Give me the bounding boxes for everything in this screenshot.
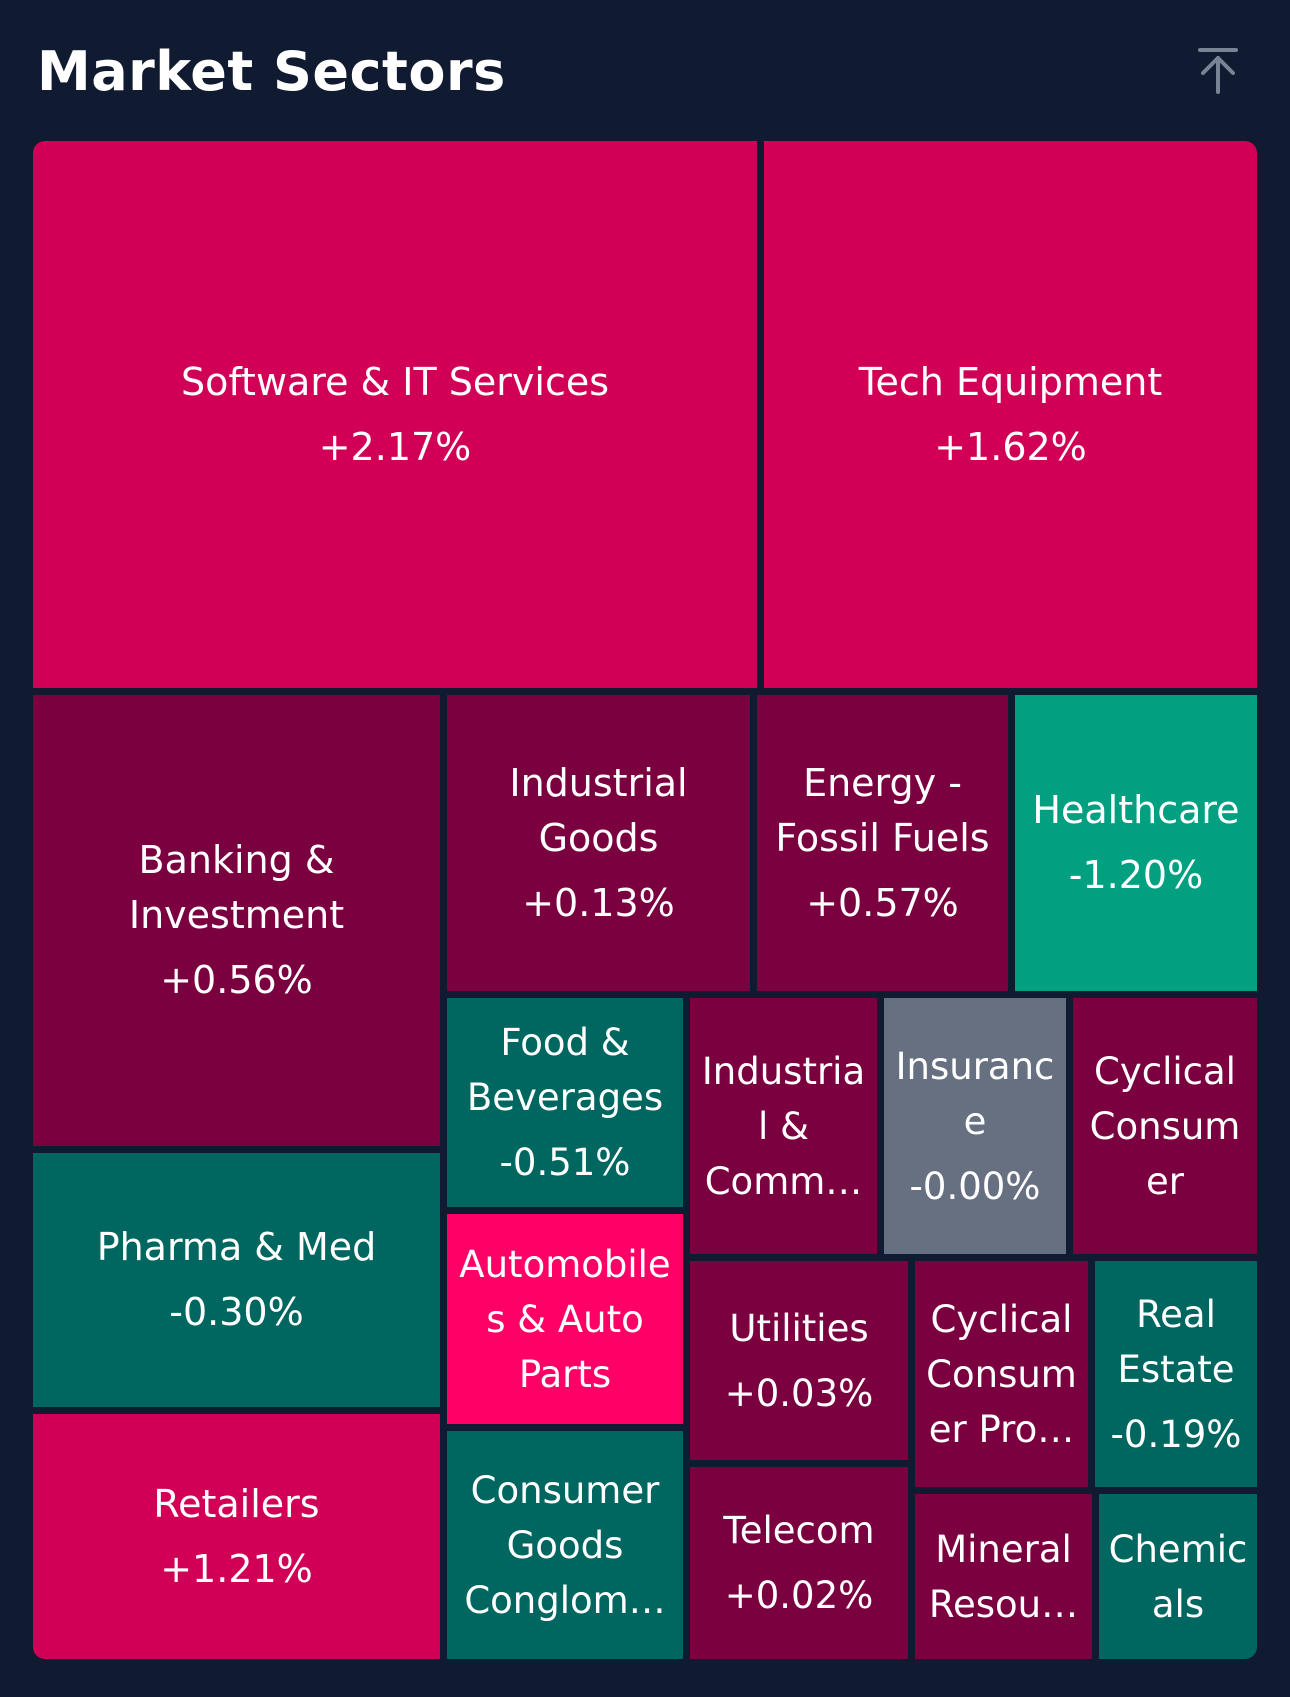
tile-insurance[interactable]: Insuranc e -0.00% bbox=[884, 998, 1066, 1254]
tile-software[interactable]: Software & IT Services +2.17% bbox=[33, 141, 757, 688]
tile-food[interactable]: Food & Beverages -0.51% bbox=[447, 998, 683, 1207]
tile-change: -0.00% bbox=[909, 1164, 1041, 1208]
tile-industrial-comm[interactable]: Industria l & Comm… bbox=[690, 998, 877, 1254]
tile-change: +0.56% bbox=[160, 958, 313, 1002]
tile-chemicals[interactable]: Chemic als bbox=[1099, 1494, 1257, 1659]
tile-energy[interactable]: Energy - Fossil Fuels +0.57% bbox=[757, 695, 1008, 991]
tile-telecom[interactable]: Telecom +0.02% bbox=[690, 1467, 908, 1659]
tile-name: Energy - Fossil Fuels bbox=[775, 760, 990, 860]
tile-name: Food & Beverages bbox=[466, 1021, 664, 1119]
tile-change: +0.57% bbox=[806, 880, 959, 925]
tile-pharma[interactable]: Pharma & Med -0.30% bbox=[33, 1153, 440, 1407]
header: Market Sectors bbox=[0, 0, 1290, 140]
tile-consumer-goods[interactable]: Consumer Goods Conglom… bbox=[447, 1431, 683, 1659]
tile-name: Industrial Goods bbox=[509, 760, 688, 860]
tile-name: Telecom bbox=[723, 1509, 875, 1552]
tile-name: Pharma & Med bbox=[96, 1225, 377, 1269]
tile-real-estate[interactable]: Real Estate -0.19% bbox=[1095, 1261, 1257, 1487]
tile-change: -0.51% bbox=[499, 1141, 631, 1184]
tile-name: Industria l & Comm… bbox=[701, 1049, 866, 1203]
tile-cyclical-consumer-pro[interactable]: Cyclical Consum er Pro… bbox=[915, 1261, 1088, 1487]
tile-change: -0.30% bbox=[169, 1290, 304, 1334]
tile-change: +1.21% bbox=[160, 1546, 313, 1591]
tile-name: Consumer Goods Conglom… bbox=[464, 1468, 666, 1622]
tile-name: Real Estate bbox=[1117, 1292, 1235, 1391]
tile-name: Cyclical Consum er bbox=[1089, 1049, 1241, 1203]
tile-change: +1.62% bbox=[934, 424, 1087, 469]
tile-change: -0.19% bbox=[1110, 1412, 1242, 1456]
tile-change: +2.17% bbox=[318, 424, 472, 469]
collapse-button[interactable] bbox=[1190, 42, 1246, 98]
tile-name: Tech Equipment bbox=[858, 359, 1163, 404]
tile-utilities[interactable]: Utilities +0.03% bbox=[690, 1261, 908, 1460]
tile-change: -1.20% bbox=[1068, 853, 1204, 897]
tile-name: Chemic als bbox=[1108, 1527, 1248, 1626]
tile-name: Automobile s & Auto Parts bbox=[459, 1242, 671, 1396]
arrow-up-to-line-icon bbox=[1198, 48, 1238, 94]
tile-cyclical-consumer[interactable]: Cyclical Consum er bbox=[1073, 998, 1257, 1254]
tile-name: Cyclical Consum er Pro… bbox=[926, 1297, 1077, 1451]
tile-name: Utilities bbox=[729, 1306, 869, 1350]
tile-healthcare[interactable]: Healthcare -1.20% bbox=[1015, 695, 1257, 991]
tile-mineral[interactable]: Mineral Resou… bbox=[915, 1494, 1092, 1659]
tile-automobiles[interactable]: Automobile s & Auto Parts bbox=[447, 1214, 683, 1424]
page-title: Market Sectors bbox=[37, 40, 506, 103]
tile-name: Insuranc e bbox=[895, 1044, 1055, 1143]
tile-name: Healthcare bbox=[1032, 788, 1240, 832]
sector-treemap: Software & IT Services +2.17% Tech Equip… bbox=[33, 141, 1257, 1659]
tile-banking[interactable]: Banking & Investment +0.56% bbox=[33, 695, 440, 1146]
tile-change: +0.02% bbox=[724, 1574, 874, 1617]
tile-name: Mineral Resou… bbox=[928, 1527, 1079, 1626]
tile-name: Retailers bbox=[153, 1481, 320, 1526]
tile-industrial-goods[interactable]: Industrial Goods +0.13% bbox=[447, 695, 750, 991]
tile-retailers[interactable]: Retailers +1.21% bbox=[33, 1414, 440, 1659]
tile-change: +0.03% bbox=[724, 1371, 874, 1415]
tile-name: Software & IT Services bbox=[180, 359, 610, 404]
tile-name: Banking & Investment bbox=[128, 838, 345, 937]
tile-change: +0.13% bbox=[522, 880, 675, 925]
tile-tech-equipment[interactable]: Tech Equipment +1.62% bbox=[764, 141, 1257, 688]
